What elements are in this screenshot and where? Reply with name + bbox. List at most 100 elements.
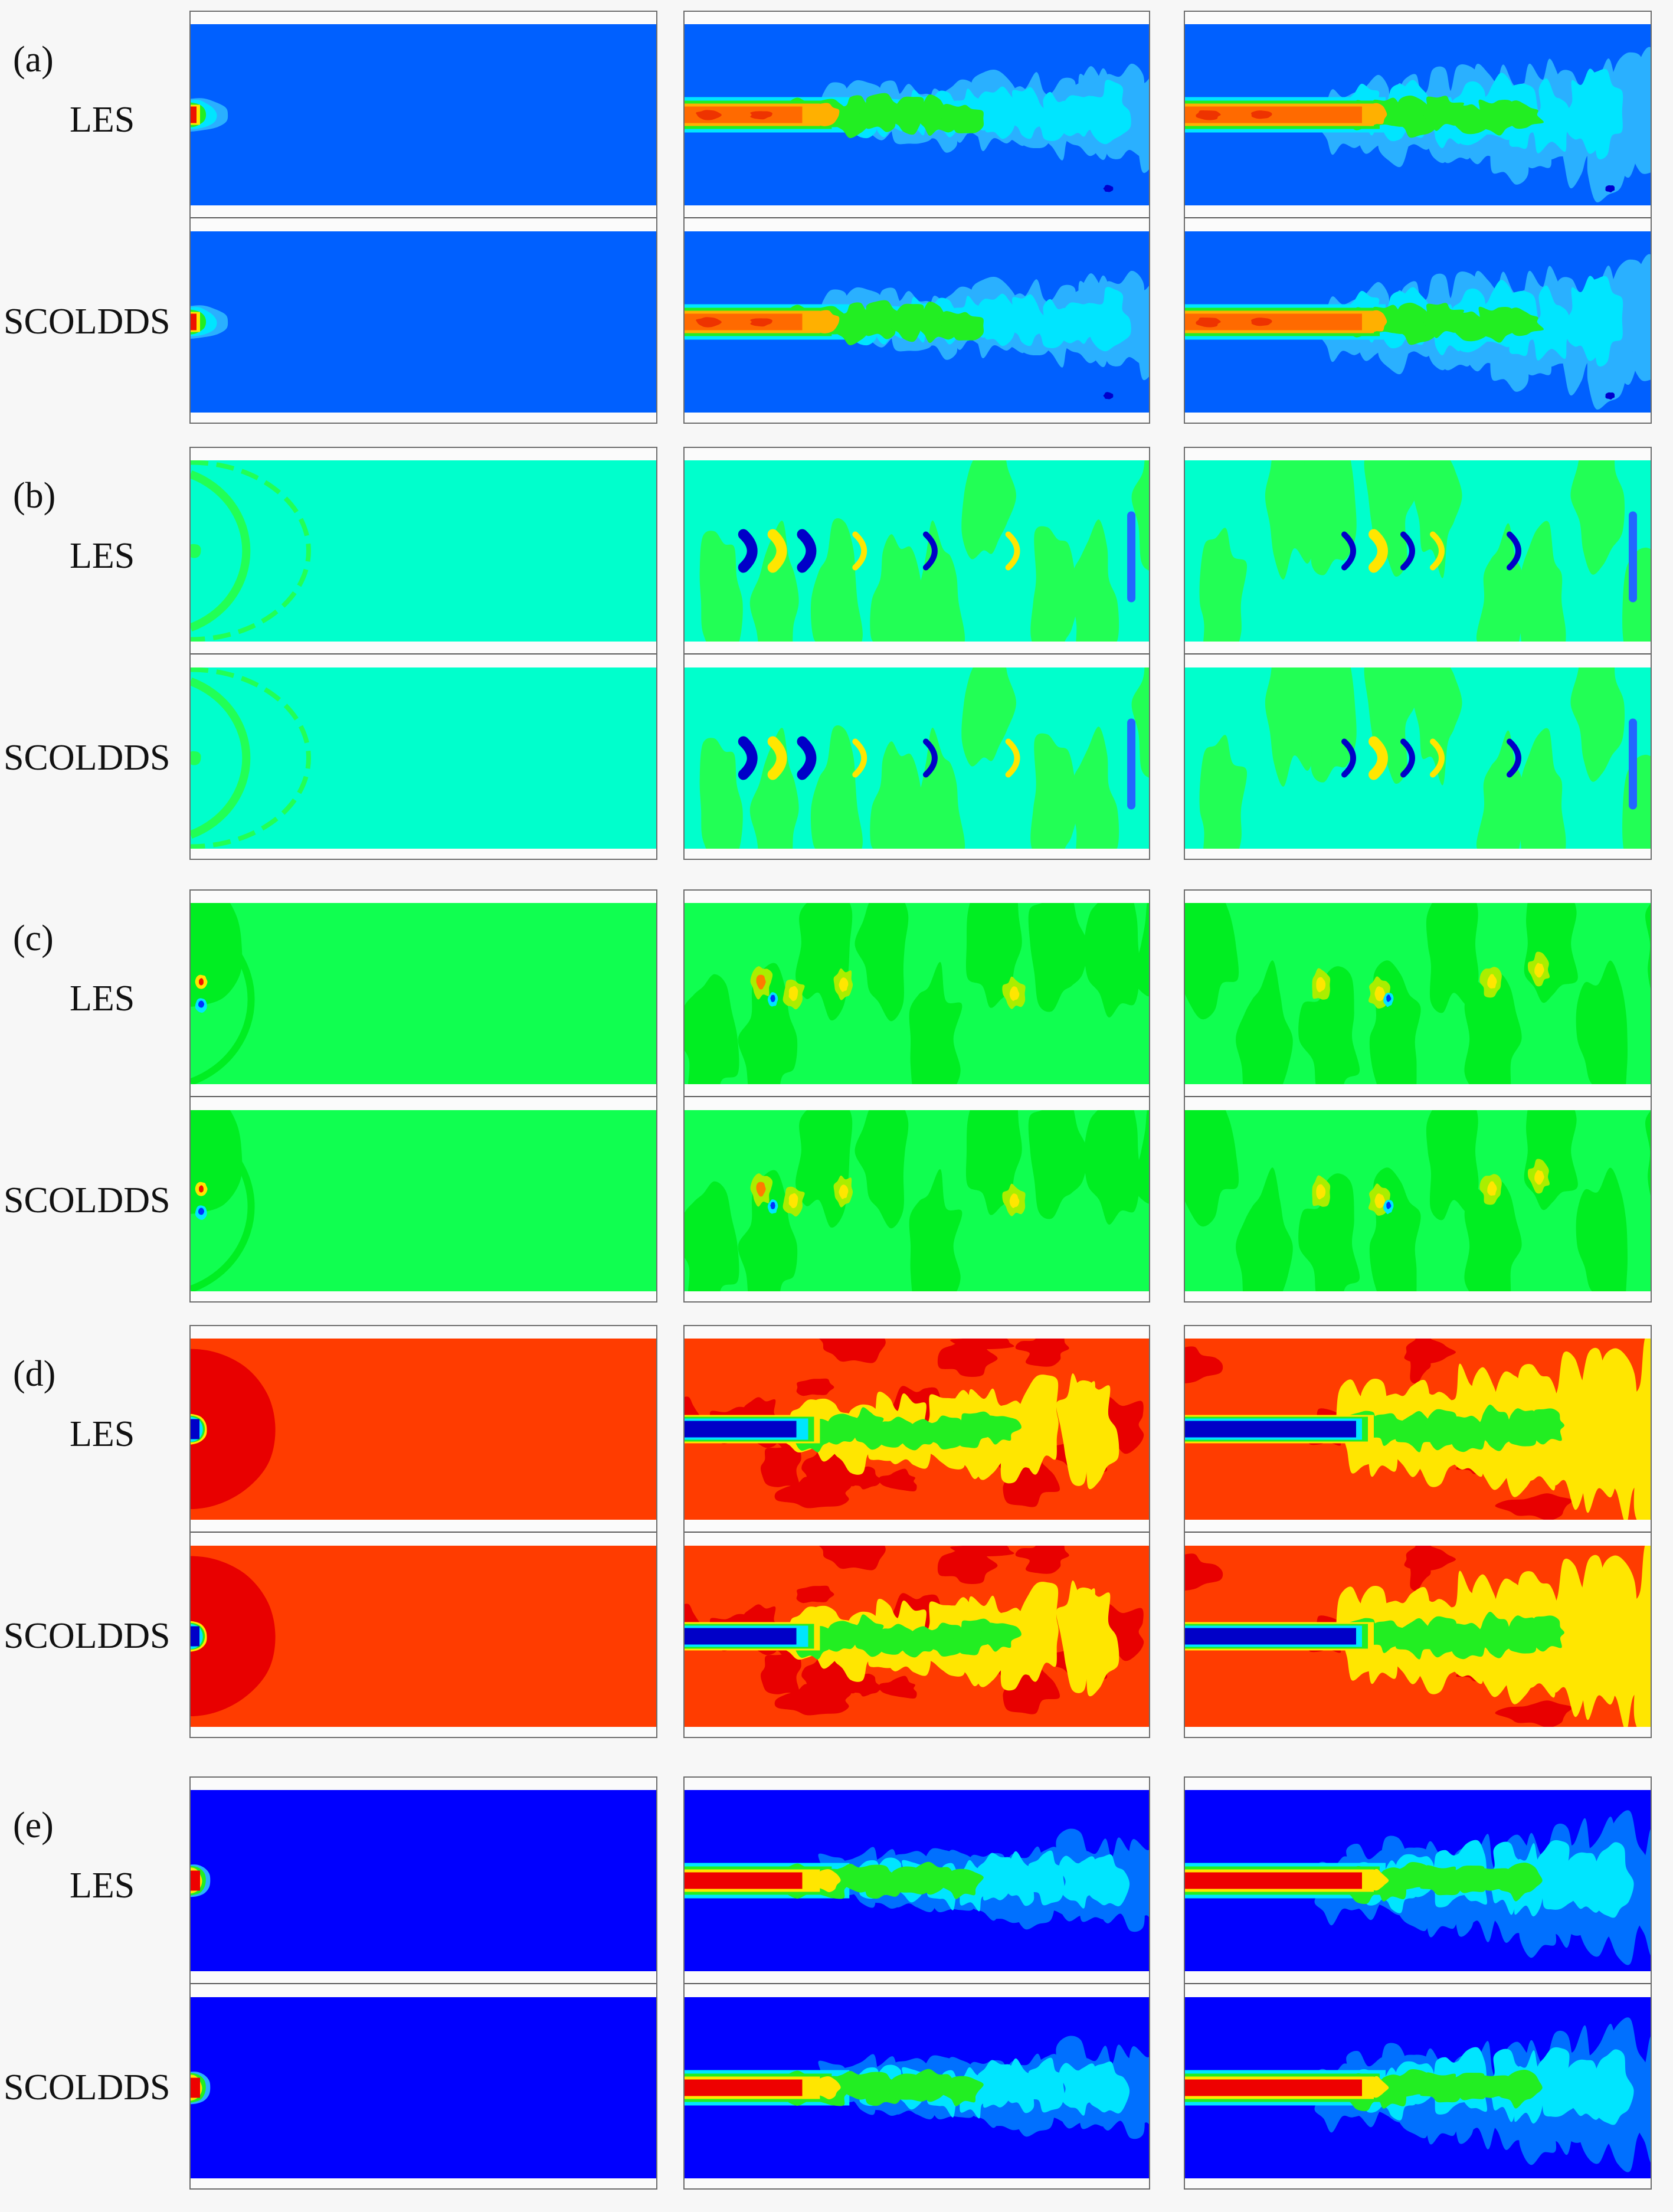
contour-patch xyxy=(819,1546,886,1570)
contour-region xyxy=(750,318,772,327)
contour-band xyxy=(685,1181,739,1291)
vortex-spot xyxy=(788,986,798,1002)
jet-eddy xyxy=(821,1413,861,1445)
contour-spot xyxy=(1103,185,1114,192)
vortex-chevron xyxy=(1368,529,1388,573)
contour-band xyxy=(1199,735,1248,849)
contour-patch xyxy=(1404,1339,1456,1364)
scoldds-contour-plot xyxy=(1185,667,1651,849)
jet-eddy xyxy=(890,303,929,342)
les-contour-plot xyxy=(191,24,656,205)
vortex-chevron xyxy=(1400,531,1415,571)
row-label-scoldds: SCOLDDS xyxy=(4,2067,171,2108)
jet-eddy xyxy=(1085,2062,1130,2114)
row-label-les: LES xyxy=(70,536,135,576)
contour-patch xyxy=(761,1654,801,1694)
jet-eddy xyxy=(977,1622,1022,1652)
jet-eddy xyxy=(1537,1840,1576,1910)
20 xyxy=(191,1349,276,1510)
contour-band xyxy=(1426,1110,1479,1220)
panel-column-early xyxy=(189,1325,657,1738)
jet-eddy xyxy=(1396,1618,1436,1660)
panel-column-early xyxy=(189,1776,657,2190)
scoldds-contour-plot xyxy=(191,1546,656,1727)
scoldds-contour-plot xyxy=(191,1110,656,1291)
jet-eddy xyxy=(821,1621,861,1652)
contour-region xyxy=(198,1208,205,1215)
acoustic-wave-front xyxy=(191,460,311,642)
contour-background xyxy=(191,1997,656,2178)
vortex-spot xyxy=(788,1193,798,1209)
vortex-chevron xyxy=(1430,738,1445,778)
vortex-chevron xyxy=(1368,736,1388,780)
contour-band xyxy=(699,531,743,642)
contour-region xyxy=(1361,1869,1389,1891)
vortex-chevron xyxy=(738,736,758,780)
panel-divider xyxy=(685,653,1149,655)
vortex-chevron xyxy=(797,529,817,573)
les-contour-plot xyxy=(191,460,656,642)
contour-band xyxy=(965,903,1022,1008)
contour-band xyxy=(1265,460,1317,580)
panel-column-late xyxy=(1184,1776,1652,2190)
20 xyxy=(191,1556,276,1717)
contour-patch xyxy=(937,1548,998,1584)
contour-patch xyxy=(1404,1546,1456,1571)
contour-band xyxy=(1030,733,1078,849)
vortex-spot xyxy=(756,1182,766,1197)
vortex-chevron xyxy=(1400,738,1415,778)
jet-core-band xyxy=(685,2079,803,2096)
acoustic-wave-front xyxy=(191,470,251,632)
contour-band xyxy=(1576,1167,1628,1291)
panel-divider xyxy=(685,1983,1149,1984)
group-label: (e) xyxy=(13,1805,54,1845)
panel-divider xyxy=(191,1532,656,1533)
contour-band xyxy=(1570,667,1625,782)
row-label-scoldds: SCOLDDS xyxy=(4,1180,171,1220)
vortex-spot xyxy=(1534,1170,1544,1185)
jet-eddy xyxy=(1027,2057,1065,2113)
contour-band xyxy=(1131,460,1149,571)
jet-eddy xyxy=(1447,310,1489,342)
acoustic-wave-front xyxy=(191,677,251,839)
vortex-chevron xyxy=(797,736,817,780)
panel-column-mid xyxy=(683,11,1150,424)
jet-eddy xyxy=(1591,2049,1634,2125)
contour-band xyxy=(699,738,743,849)
panel-divider xyxy=(1185,217,1651,218)
scoldds-contour-plot xyxy=(1185,1546,1651,1727)
jet-eddy xyxy=(1598,1555,1646,1727)
les-contour-plot xyxy=(1185,1790,1651,1971)
contour-spot xyxy=(1103,392,1114,400)
contour-background xyxy=(191,903,656,1084)
contour-band xyxy=(870,534,924,642)
panel-column-late xyxy=(1184,1325,1652,1738)
contour-patch xyxy=(774,1684,852,1716)
panel-group-c: (c) LES SCOLDDS xyxy=(0,889,1673,1304)
contour-patch xyxy=(997,1442,1060,1507)
jet-eddy xyxy=(1089,287,1131,352)
vortex-chevron xyxy=(922,738,938,778)
contour-band xyxy=(1645,904,1651,989)
vortex-spot xyxy=(1009,1193,1020,1208)
panel-divider xyxy=(191,1983,656,1984)
jet-eddy xyxy=(937,1869,984,1899)
jet-eddy xyxy=(1010,87,1047,139)
vortex-chevron xyxy=(1430,531,1445,571)
contour-patch xyxy=(1015,1339,1069,1367)
jet-eddy xyxy=(928,1415,965,1449)
jet-eddy xyxy=(1529,285,1571,361)
vortex-chevron xyxy=(1341,738,1356,778)
jet-eddy xyxy=(1632,1339,1651,1520)
jet-core-band xyxy=(1185,1628,1356,1645)
row-label-scoldds: SCOLDDS xyxy=(4,1616,171,1656)
contour-band xyxy=(1576,960,1628,1084)
jet-eddy xyxy=(1085,1854,1130,1907)
les-contour-plot xyxy=(191,1790,656,1971)
jet-eddy xyxy=(951,1618,993,1655)
contour-region xyxy=(696,317,722,328)
les-contour-plot xyxy=(191,1339,656,1520)
contour-region xyxy=(198,1000,205,1008)
contour-region xyxy=(813,1869,841,1893)
panel-divider xyxy=(685,1096,1149,1097)
